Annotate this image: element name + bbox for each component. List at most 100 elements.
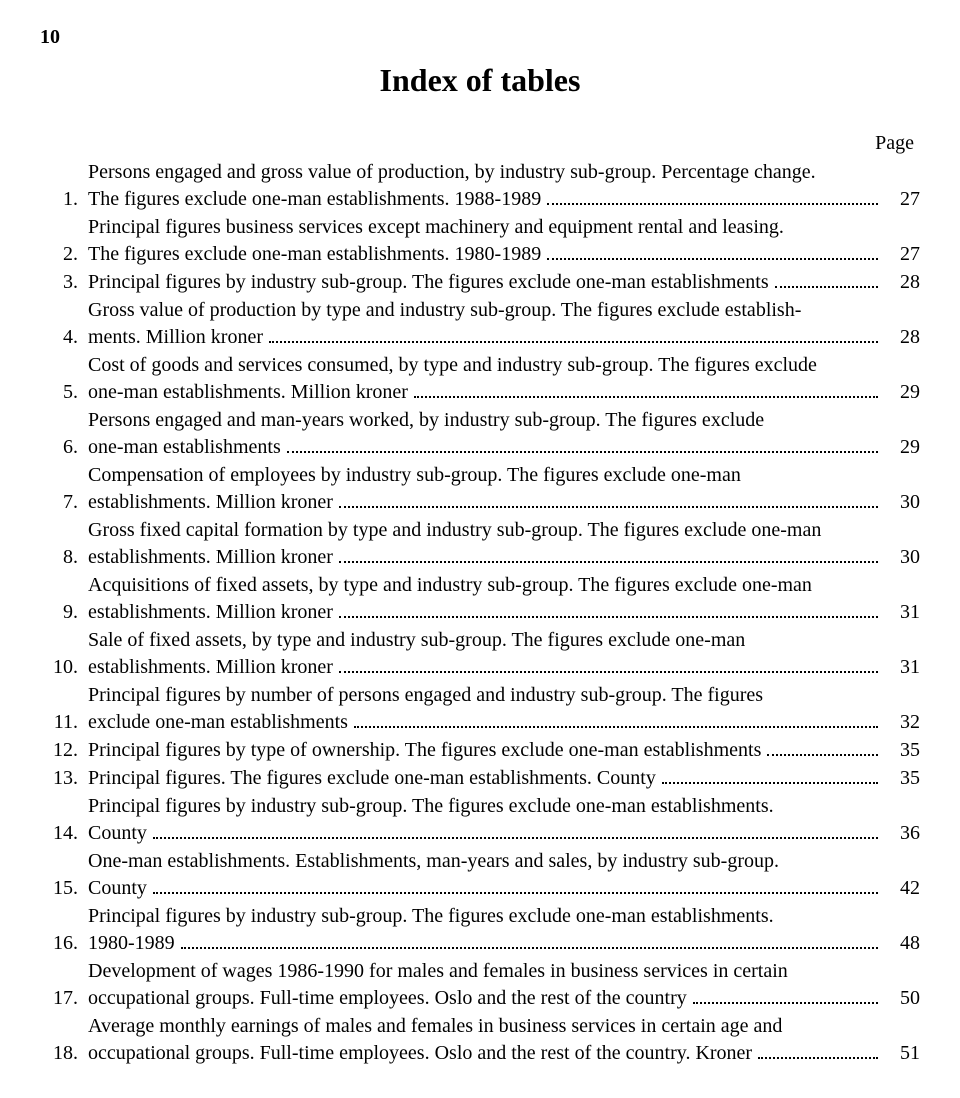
index-entry: 11.Principal figures by number of person… bbox=[40, 682, 920, 736]
index-entry: 10.Sale of fixed assets, by type and ind… bbox=[40, 627, 920, 681]
entry-body: Compensation of employees by industry su… bbox=[88, 462, 920, 516]
entry-page-number: 31 bbox=[884, 654, 920, 681]
entry-page-number: 32 bbox=[884, 709, 920, 736]
entry-text-tail: establishments. Million kroner bbox=[88, 544, 333, 571]
entry-page-number: 28 bbox=[884, 269, 920, 296]
index-entry: 7.Compensation of employees by industry … bbox=[40, 462, 920, 516]
dot-leader bbox=[269, 328, 878, 343]
index-list: 1.Persons engaged and gross value of pro… bbox=[40, 159, 920, 1067]
entry-number: 3. bbox=[40, 269, 88, 296]
entry-body: Principal figures by industry sub-group.… bbox=[88, 269, 920, 296]
entry-text-tail: exclude one-man establishments bbox=[88, 709, 348, 736]
entry-text-tail: one-man establishments bbox=[88, 434, 281, 461]
entry-lead-line: Principal figures by industry sub-group.… bbox=[88, 269, 920, 296]
entry-text-pre: Development of wages 1986-1990 for males… bbox=[88, 958, 920, 985]
entry-text-tail: The figures exclude one-man establishmen… bbox=[88, 186, 541, 213]
entry-page-number: 28 bbox=[884, 324, 920, 351]
entry-number: 11. bbox=[40, 709, 88, 736]
dot-leader bbox=[339, 493, 878, 508]
entry-text-pre: Cost of goods and services consumed, by … bbox=[88, 352, 920, 379]
entry-page-number: 48 bbox=[884, 930, 920, 957]
entry-text-tail: one-man establishments. Million kroner bbox=[88, 379, 408, 406]
index-entry: 16.Principal figures by industry sub-gro… bbox=[40, 903, 920, 957]
entry-text-pre: Persons engaged and gross value of produ… bbox=[88, 159, 920, 186]
entry-text-pre: Gross value of production by type and in… bbox=[88, 297, 920, 324]
dot-leader bbox=[547, 245, 878, 260]
index-entry: 4.Gross value of production by type and … bbox=[40, 297, 920, 351]
dot-leader bbox=[339, 658, 878, 673]
entry-body: Principal figures by industry sub-group.… bbox=[88, 903, 920, 957]
entry-text-pre: Principal figures by number of persons e… bbox=[88, 682, 920, 709]
entry-lead-line: establishments. Million kroner 31 bbox=[88, 654, 920, 681]
entry-page-number: 35 bbox=[884, 737, 920, 764]
entry-text-pre: Average monthly earnings of males and fe… bbox=[88, 1013, 920, 1040]
page-number-top: 10 bbox=[40, 24, 920, 51]
entry-lead-line: The figures exclude one-man establishmen… bbox=[88, 186, 920, 213]
entry-text-tail: Principal figures by industry sub-group.… bbox=[88, 269, 769, 296]
entry-text-tail: 1980-1989 bbox=[88, 930, 175, 957]
entry-number: 9. bbox=[40, 599, 88, 626]
entry-body: Gross fixed capital formation by type an… bbox=[88, 517, 920, 571]
entry-page-number: 29 bbox=[884, 379, 920, 406]
dot-leader bbox=[153, 824, 878, 839]
entry-text-pre: One-man establishments. Establishments, … bbox=[88, 848, 920, 875]
entry-text-pre: Compensation of employees by industry su… bbox=[88, 462, 920, 489]
entry-text-tail: County bbox=[88, 875, 147, 902]
entry-text-tail: The figures exclude one-man establishmen… bbox=[88, 241, 541, 268]
dot-leader bbox=[662, 769, 878, 784]
entry-page-number: 36 bbox=[884, 820, 920, 847]
dot-leader bbox=[414, 383, 878, 398]
entry-body: Gross value of production by type and in… bbox=[88, 297, 920, 351]
entry-lead-line: County 36 bbox=[88, 820, 920, 847]
dot-leader bbox=[339, 548, 878, 563]
entry-number: 1. bbox=[40, 186, 88, 213]
entry-text-pre: Gross fixed capital formation by type an… bbox=[88, 517, 920, 544]
dot-leader bbox=[693, 989, 878, 1004]
entry-text-pre: Persons engaged and man-years worked, by… bbox=[88, 407, 920, 434]
entry-page-number: 27 bbox=[884, 186, 920, 213]
entry-text-tail: establishments. Million kroner bbox=[88, 654, 333, 681]
entry-lead-line: The figures exclude one-man establishmen… bbox=[88, 241, 920, 268]
entry-page-number: 29 bbox=[884, 434, 920, 461]
entry-body: Development of wages 1986-1990 for males… bbox=[88, 958, 920, 1012]
entry-text-pre: Principal figures by industry sub-group.… bbox=[88, 903, 920, 930]
dot-leader bbox=[758, 1044, 878, 1059]
index-entry: 15.One-man establishments. Establishment… bbox=[40, 848, 920, 902]
entry-number: 4. bbox=[40, 324, 88, 351]
entry-number: 6. bbox=[40, 434, 88, 461]
dot-leader bbox=[547, 190, 878, 205]
entry-page-number: 27 bbox=[884, 241, 920, 268]
entry-page-number: 30 bbox=[884, 544, 920, 571]
entry-body: Principal figures business services exce… bbox=[88, 214, 920, 268]
entry-lead-line: occupational groups. Full-time employees… bbox=[88, 1040, 920, 1067]
entry-lead-line: establishments. Million kroner31 bbox=[88, 599, 920, 626]
entry-body: Principal figures by type of ownership. … bbox=[88, 737, 920, 764]
entry-lead-line: Principal figures. The figures exclude o… bbox=[88, 765, 920, 792]
entry-text-pre: Acquisitions of fixed assets, by type an… bbox=[88, 572, 920, 599]
entry-text-tail: occupational groups. Full-time employees… bbox=[88, 1040, 752, 1067]
entry-text-pre: Principal figures business services exce… bbox=[88, 214, 920, 241]
entry-number: 2. bbox=[40, 241, 88, 268]
entry-text-tail: County bbox=[88, 820, 147, 847]
entry-number: 18. bbox=[40, 1040, 88, 1067]
entry-text-tail: ments. Million kroner bbox=[88, 324, 263, 351]
entry-lead-line: Principal figures by type of ownership. … bbox=[88, 737, 920, 764]
entry-body: Persons engaged and man-years worked, by… bbox=[88, 407, 920, 461]
index-entry: 13.Principal figures. The figures exclud… bbox=[40, 765, 920, 792]
entry-text-tail: establishments. Million kroner bbox=[88, 489, 333, 516]
dot-leader bbox=[287, 438, 878, 453]
entry-lead-line: exclude one-man establishments 32 bbox=[88, 709, 920, 736]
dot-leader bbox=[775, 273, 878, 288]
entry-body: Principal figures by number of persons e… bbox=[88, 682, 920, 736]
entry-text-tail: Principal figures by type of ownership. … bbox=[88, 737, 761, 764]
index-entry: 6.Persons engaged and man-years worked, … bbox=[40, 407, 920, 461]
entry-lead-line: ments. Million kroner 28 bbox=[88, 324, 920, 351]
entry-body: Persons engaged and gross value of produ… bbox=[88, 159, 920, 213]
entry-page-number: 42 bbox=[884, 875, 920, 902]
entry-number: 7. bbox=[40, 489, 88, 516]
dot-leader bbox=[767, 741, 878, 756]
entry-number: 8. bbox=[40, 544, 88, 571]
entry-lead-line: one-man establishments. Million kroner 29 bbox=[88, 379, 920, 406]
index-entry: 18.Average monthly earnings of males and… bbox=[40, 1013, 920, 1067]
page-column-label: Page bbox=[40, 130, 914, 157]
